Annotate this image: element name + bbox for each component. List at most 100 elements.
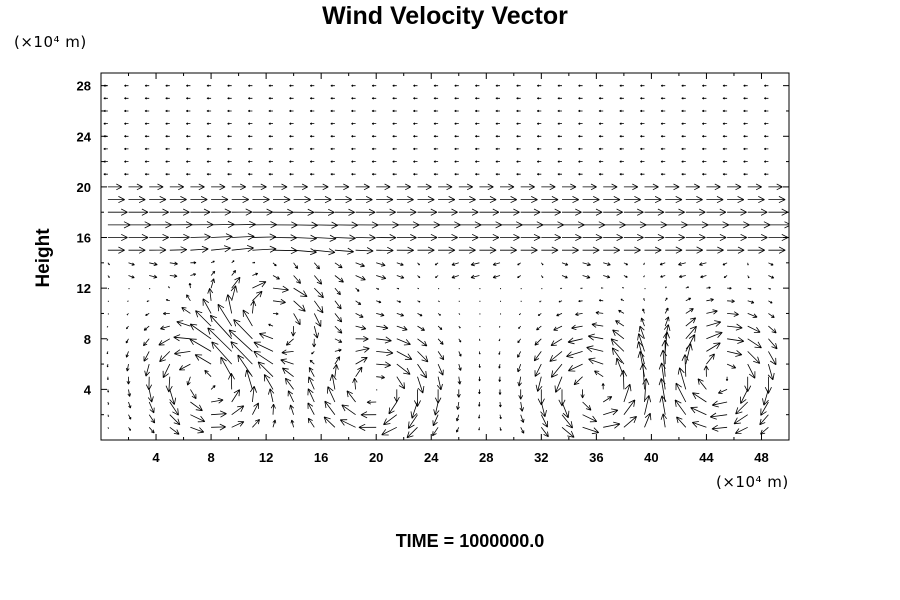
vector-arrow [417, 233, 438, 242]
vector-arrow [366, 399, 377, 405]
vector-arrow [144, 84, 150, 87]
vector-arrow [209, 314, 232, 340]
vector-arrow [706, 246, 724, 254]
x-tick-label: 24 [424, 450, 439, 465]
vector-arrow [768, 313, 775, 318]
vector-arrow [456, 401, 460, 410]
vector-arrow [727, 196, 745, 204]
vector-arrow [433, 173, 439, 176]
vector-arrow [580, 287, 583, 290]
vector-arrow [659, 395, 667, 415]
vector-dot [500, 300, 502, 302]
vector-arrow [417, 246, 435, 254]
vector-dot [107, 313, 109, 315]
vector-arrow [126, 376, 131, 385]
vector-arrow [417, 325, 425, 331]
vector-arrow [764, 173, 769, 176]
vector-arrow [702, 135, 707, 138]
vector-arrow [309, 122, 315, 125]
vector-arrow [231, 421, 245, 428]
vector-arrow [360, 411, 377, 419]
vector-arrow [640, 147, 645, 151]
vector-arrow [376, 300, 382, 304]
vector-arrow [107, 401, 110, 405]
vector-arrow [562, 183, 577, 191]
vector-arrow [711, 400, 728, 408]
vector-arrow [227, 173, 232, 176]
vector-arrow [371, 97, 377, 100]
vector-arrow [434, 389, 442, 404]
vector-arrow [392, 109, 397, 113]
vector-arrow [438, 196, 456, 204]
vector-arrow [293, 275, 301, 284]
vector-arrow [454, 97, 459, 100]
vector-arrow [560, 287, 563, 290]
vector-arrow [211, 208, 232, 216]
vector-arrow [495, 109, 500, 113]
vector-arrow [334, 287, 341, 296]
vector-arrow [190, 389, 197, 400]
vector-arrow [697, 378, 707, 390]
vector-arrow [665, 183, 680, 191]
vector-arrow [355, 287, 360, 292]
vector-arrow [248, 147, 253, 151]
vector-arrow [339, 419, 356, 428]
vector-arrow [176, 320, 191, 327]
vector-arrow [144, 109, 150, 113]
vector-arrow [685, 208, 706, 216]
vector-arrow [124, 135, 129, 138]
vector-arrow [706, 221, 730, 229]
vector-arrow [622, 287, 625, 289]
vector-arrow [308, 376, 315, 390]
x-tick-label: 4 [152, 450, 160, 465]
vector-arrow [561, 426, 575, 438]
vector-arrow [190, 196, 208, 204]
vector-arrow [211, 397, 224, 404]
x-tick-label: 16 [314, 450, 328, 465]
vector-arrow [186, 147, 191, 151]
vector-arrow [567, 337, 583, 345]
vector-arrow [516, 135, 521, 138]
vector-arrow [293, 183, 308, 191]
vector-arrow [128, 246, 146, 254]
vector-arrow [253, 350, 274, 365]
vector-arrow [603, 221, 626, 229]
vector-arrow [747, 325, 761, 333]
vector-arrow [747, 313, 758, 318]
vector-arrow [541, 233, 562, 242]
vector-arrow [598, 299, 604, 302]
vector-arrow [144, 147, 150, 151]
vector-arrow [268, 160, 273, 163]
vector-arrow [455, 414, 460, 422]
vector-arrow [244, 369, 253, 390]
vector-arrow [495, 122, 500, 125]
vector-arrow [106, 351, 109, 355]
vector-arrow [571, 324, 583, 330]
vector-arrow [768, 221, 789, 229]
vector-arrow [432, 414, 439, 427]
vector-arrow [554, 376, 563, 393]
vector-arrow [285, 338, 294, 346]
vector-arrow [623, 221, 647, 229]
vector-arrow [582, 221, 606, 229]
vector-arrow [458, 325, 461, 329]
vector-dot [376, 389, 378, 391]
vector-arrow [562, 221, 585, 229]
vector-arrow [417, 363, 427, 379]
vector-arrow [309, 147, 315, 151]
vector-arrow [498, 338, 501, 342]
vector-arrow [562, 196, 579, 204]
vector-arrow [479, 183, 494, 191]
vector-arrow [396, 351, 413, 360]
vector-arrow [664, 316, 670, 327]
vector-arrow [557, 147, 562, 151]
vector-arrow [252, 261, 256, 264]
vector-arrow [475, 160, 480, 163]
vector-arrow [702, 109, 707, 113]
vector-arrow [167, 286, 171, 289]
vector-arrow [638, 325, 645, 339]
vector-arrow [681, 122, 686, 125]
vector-arrow [619, 84, 624, 87]
